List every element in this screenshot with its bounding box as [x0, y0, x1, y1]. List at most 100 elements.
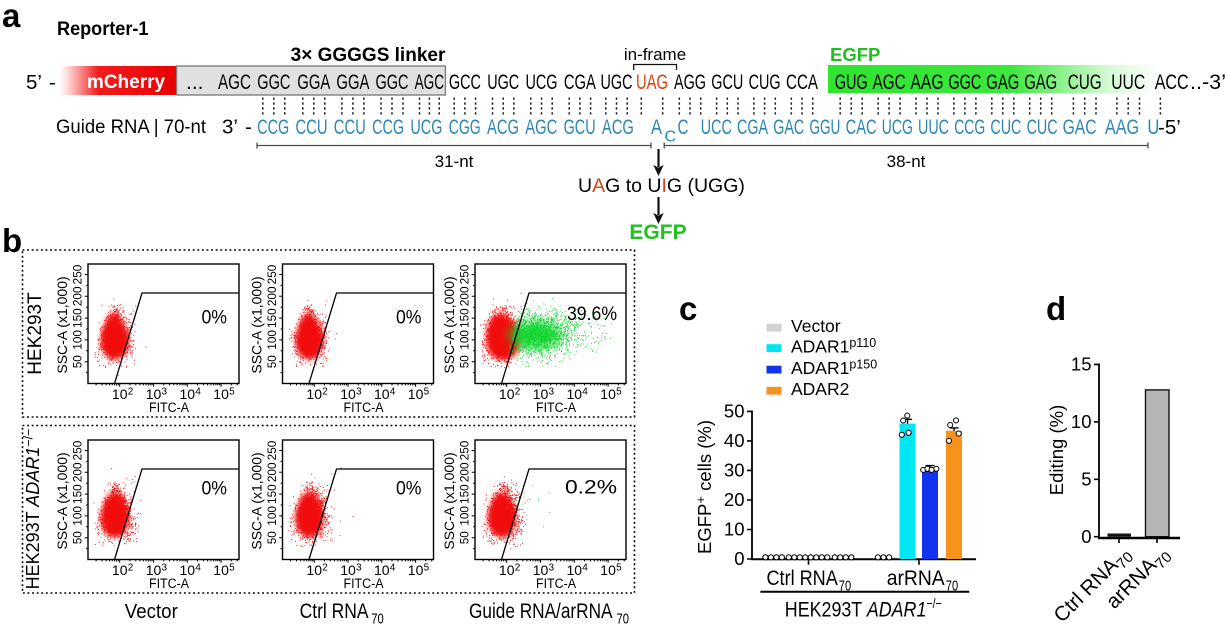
svg-text:SSC-A (x1,000): SSC-A (x1,000)	[54, 276, 70, 373]
svg-text:2: 2	[128, 563, 134, 574]
svg-text:UUC: UUC	[918, 116, 949, 139]
svg-text:10: 10	[146, 562, 162, 578]
svg-text:70: 70	[617, 611, 630, 628]
svg-text:10: 10	[340, 386, 356, 402]
svg-text:GCU: GCU	[711, 71, 743, 94]
svg-text:200: 200	[71, 286, 85, 306]
svg-text:4: 4	[582, 387, 588, 398]
svg-text:50: 50	[458, 355, 472, 369]
svg-text:10: 10	[213, 386, 229, 402]
svg-text:50: 50	[724, 401, 745, 422]
svg-text:38-nt: 38-nt	[887, 152, 926, 171]
svg-text:100: 100	[71, 506, 85, 526]
svg-text:250: 250	[265, 440, 279, 460]
svg-text:3: 3	[549, 563, 555, 574]
svg-text:ACC: ACC	[1155, 71, 1189, 94]
svg-text:150: 150	[71, 484, 85, 504]
svg-text:0%: 0%	[202, 478, 228, 500]
svg-text:AAG: AAG	[911, 71, 944, 94]
svg-text:10: 10	[213, 562, 229, 578]
svg-text:20: 20	[724, 489, 745, 510]
svg-text:AGG: AGG	[674, 71, 706, 94]
svg-text:GCU: GCU	[564, 116, 596, 139]
svg-text:5: 5	[229, 387, 235, 398]
svg-text:c: c	[679, 290, 697, 327]
svg-text:ACG: ACG	[602, 116, 634, 139]
svg-text:50: 50	[265, 531, 279, 545]
svg-text:GAG: GAG	[1024, 71, 1057, 94]
svg-text:ACG: ACG	[487, 116, 519, 139]
svg-text:10: 10	[567, 562, 583, 578]
svg-text:70: 70	[946, 578, 958, 595]
svg-text:3× GGGGS linker: 3× GGGGS linker	[291, 45, 446, 66]
svg-text:mCherry: mCherry	[87, 72, 166, 93]
svg-text:CGG: CGG	[449, 116, 481, 139]
svg-text:200: 200	[458, 286, 472, 306]
svg-text:3: 3	[356, 387, 362, 398]
svg-text:70: 70	[371, 611, 384, 628]
svg-text:10: 10	[533, 562, 549, 578]
svg-text:10: 10	[340, 562, 356, 578]
svg-text:200: 200	[265, 462, 279, 482]
svg-text:100: 100	[71, 330, 85, 350]
svg-text:10: 10	[408, 386, 424, 402]
svg-text:4: 4	[195, 387, 201, 398]
svg-text:39.6%: 39.6%	[567, 303, 617, 325]
svg-text:2: 2	[128, 387, 134, 398]
svg-text:CCU: CCU	[334, 116, 366, 139]
svg-text:150: 150	[265, 308, 279, 328]
svg-text:5: 5	[424, 563, 430, 574]
svg-text:100: 100	[265, 506, 279, 526]
svg-text:CGA: CGA	[564, 71, 596, 94]
svg-text:0%: 0%	[202, 307, 228, 329]
svg-text:10: 10	[112, 562, 128, 578]
svg-text:ADAR2: ADAR2	[791, 379, 849, 399]
svg-text:UCG: UCG	[410, 116, 442, 139]
svg-text:50: 50	[265, 355, 279, 369]
svg-text:AAG: AAG	[1105, 116, 1139, 139]
svg-text:250: 250	[458, 440, 472, 460]
svg-text:-: -	[245, 116, 252, 139]
svg-text:AGC: AGC	[415, 71, 445, 94]
svg-text:GGC: GGC	[376, 71, 409, 94]
svg-text:...: ...	[186, 71, 204, 94]
svg-text:a: a	[2, 0, 21, 34]
svg-text:15: 15	[1071, 354, 1092, 375]
svg-text:Guide RNA/arRNA: Guide RNA/arRNA	[469, 600, 613, 623]
svg-text:Vector: Vector	[125, 600, 178, 623]
svg-text:GAC: GAC	[1063, 116, 1097, 139]
svg-text:AGC: AGC	[218, 71, 251, 94]
svg-text:..-3’: ..-3’	[1190, 71, 1226, 94]
svg-text:10: 10	[1071, 411, 1092, 432]
svg-text:150: 150	[458, 484, 472, 504]
svg-text:Ctrl RNA: Ctrl RNA	[300, 600, 369, 623]
svg-text:10: 10	[112, 386, 128, 402]
svg-text:5: 5	[424, 387, 430, 398]
svg-text:5: 5	[1081, 469, 1091, 490]
svg-text:GCC: GCC	[449, 71, 481, 94]
svg-text:FITC-A: FITC-A	[149, 576, 189, 592]
svg-text:GGC: GGC	[948, 71, 981, 94]
svg-text:CUC: CUC	[1027, 116, 1058, 139]
svg-text:CUC: CUC	[990, 116, 1021, 139]
svg-text:FITC-A: FITC-A	[536, 576, 576, 592]
svg-text:SSC-A (x1,000): SSC-A (x1,000)	[249, 452, 265, 549]
svg-text:FITC-A: FITC-A	[149, 400, 189, 416]
svg-text:CUG: CUG	[1068, 71, 1102, 94]
svg-text:5: 5	[229, 563, 235, 574]
svg-text:10: 10	[499, 562, 515, 578]
svg-text:2: 2	[515, 387, 521, 398]
svg-text:CCG: CCG	[372, 116, 404, 139]
svg-text:UGC: UGC	[487, 71, 519, 94]
svg-text:0: 0	[1081, 526, 1091, 547]
svg-text:10: 10	[533, 386, 549, 402]
svg-text:250: 250	[458, 264, 472, 284]
svg-text:GAG: GAG	[986, 71, 1019, 94]
svg-text:Vector: Vector	[791, 316, 841, 336]
svg-text:Ctrl RNA: Ctrl RNA	[767, 567, 838, 590]
svg-text:5’: 5’	[26, 71, 42, 94]
svg-text:10: 10	[306, 386, 322, 402]
svg-text:10: 10	[306, 562, 322, 578]
svg-text:100: 100	[458, 330, 472, 350]
svg-text:5: 5	[616, 563, 622, 574]
